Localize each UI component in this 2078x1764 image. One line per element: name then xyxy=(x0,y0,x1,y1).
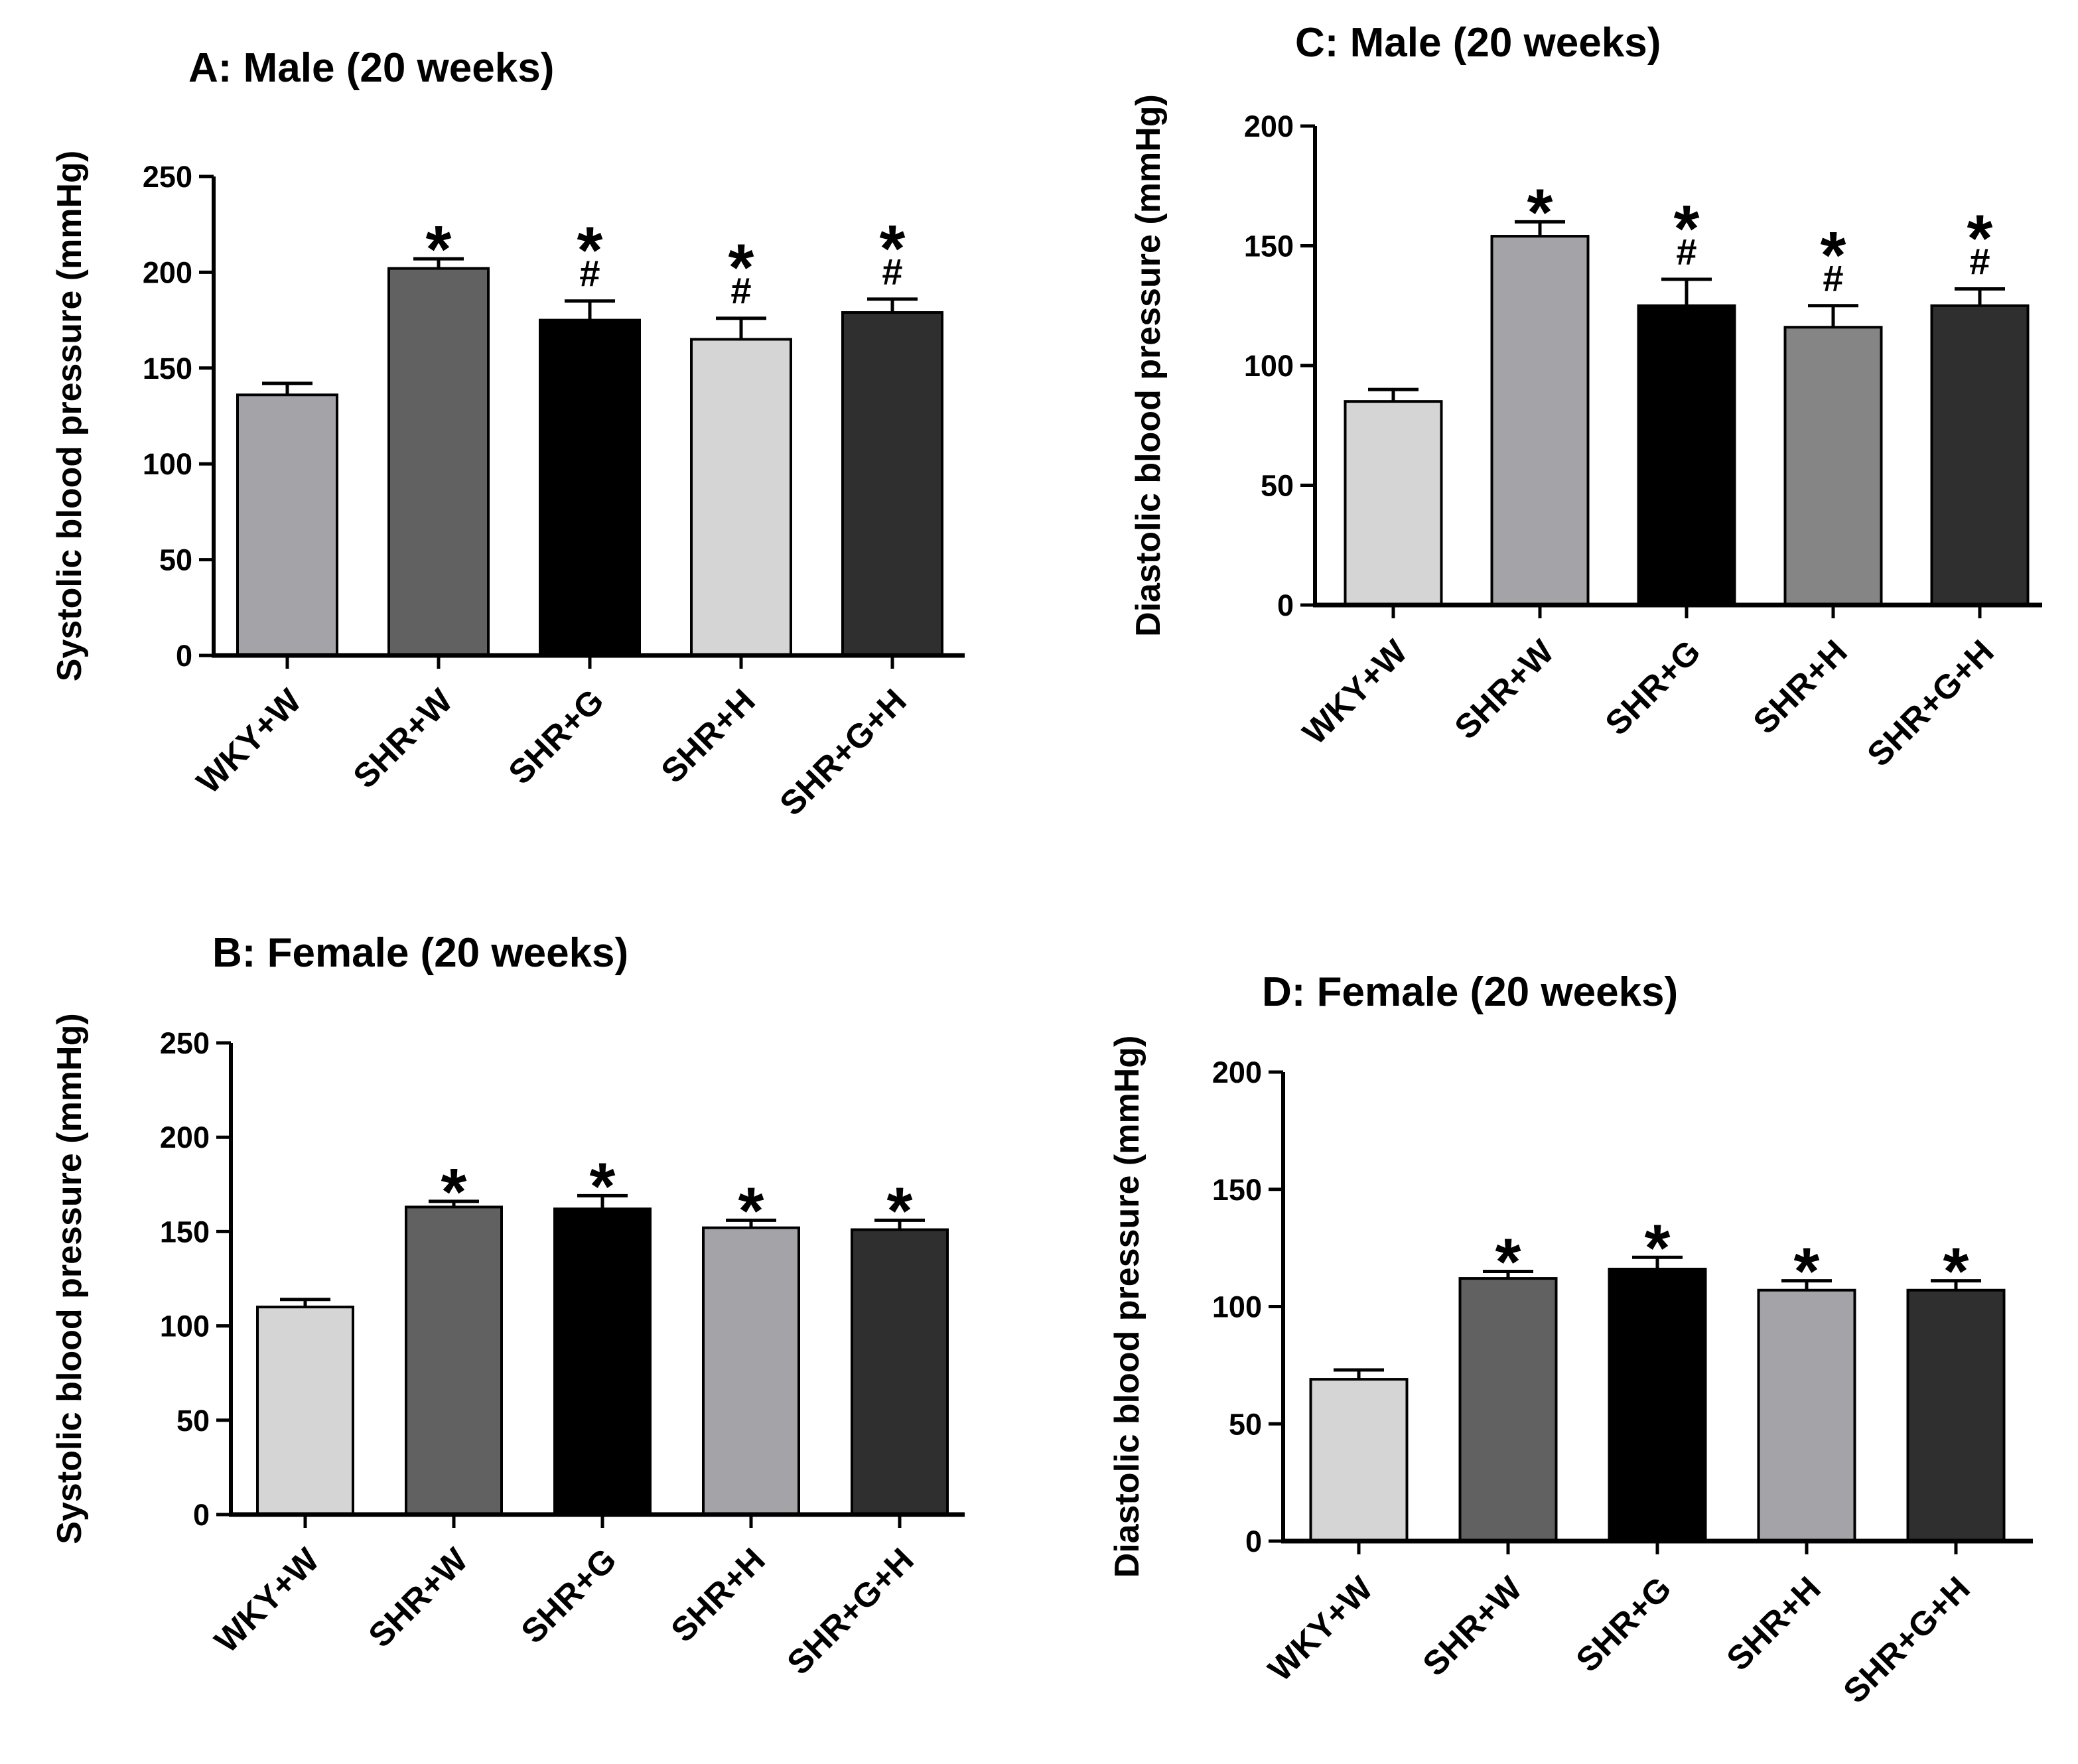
significance-star: * xyxy=(590,1149,616,1223)
y-tick-label: 50 xyxy=(1229,1407,1262,1441)
y-tick-label: 150 xyxy=(1212,1173,1262,1207)
significance-hash: # xyxy=(1823,257,1843,299)
chart-panel-3: D: Female (20 weeks) Diastolic blood pres… xyxy=(1108,969,2033,1710)
y-axis-label: Diastolic blood pressure (mmHg) xyxy=(1108,1036,1146,1578)
x-tick-label: SHR+G xyxy=(501,681,611,791)
significance-hash: # xyxy=(882,251,902,293)
bar xyxy=(1757,1288,1856,1542)
x-tick-label: SHR+H xyxy=(663,1540,772,1649)
chart-title: A: Male (20 weeks) xyxy=(188,45,554,91)
bar xyxy=(236,393,338,657)
significance-star: * xyxy=(728,231,754,305)
y-tick-label: 0 xyxy=(193,1498,210,1532)
significance-star: * xyxy=(1794,1235,1820,1309)
y-tick-label: 250 xyxy=(160,1026,210,1060)
y-tick-label: 200 xyxy=(143,255,192,289)
significance-hash: # xyxy=(1676,231,1697,273)
bar xyxy=(851,1228,949,1517)
significance-star: * xyxy=(880,212,906,286)
significance-hash: # xyxy=(1969,240,1990,282)
significance-star: * xyxy=(1527,175,1553,249)
bar xyxy=(1490,235,1590,606)
significance-hash: # xyxy=(730,270,751,312)
bar xyxy=(256,1306,354,1517)
y-axis-label: Systolic blood pressure (mmHg) xyxy=(50,151,89,681)
bar xyxy=(1458,1277,1558,1542)
y-tick-label: 50 xyxy=(176,1404,210,1438)
y-tick-label: 100 xyxy=(1244,349,1294,383)
y-tick-label: 150 xyxy=(143,352,192,385)
significance-star: * xyxy=(1674,192,1700,266)
significance-star: * xyxy=(738,1174,764,1248)
y-tick-label: 100 xyxy=(160,1310,210,1343)
y-tick-label: 200 xyxy=(160,1120,210,1154)
y-tick-label: 100 xyxy=(143,447,192,481)
x-tick-label: SHR+W xyxy=(346,681,460,795)
y-tick-label: 0 xyxy=(1245,1525,1262,1558)
x-tick-label: SHR+W xyxy=(361,1540,475,1655)
bar xyxy=(702,1226,800,1517)
chart-title: B: Female (20 weeks) xyxy=(212,930,628,976)
bar xyxy=(1608,1267,1707,1542)
significance-star: * xyxy=(1645,1211,1671,1285)
y-tick-label: 0 xyxy=(1277,588,1294,622)
x-tick-label: SHR+H xyxy=(1719,1569,1828,1678)
y-tick-label: 200 xyxy=(1244,109,1294,143)
bar xyxy=(1783,326,1883,606)
bar xyxy=(405,1205,503,1516)
significance-star: * xyxy=(1495,1225,1521,1299)
x-tick-label: SHR+G+H xyxy=(780,1540,921,1682)
significance-star: * xyxy=(887,1174,913,1248)
x-tick-label: SHR+G+H xyxy=(1836,1569,1977,1710)
x-tick-label: SHR+G xyxy=(514,1540,624,1651)
y-tick-label: 0 xyxy=(176,639,192,673)
bar xyxy=(387,267,490,657)
x-tick-label: WKY+W xyxy=(189,681,309,801)
significance-hash: # xyxy=(579,253,600,295)
y-axis-label: Diastolic blood pressure (mmHg) xyxy=(1129,94,1168,637)
bar xyxy=(1930,304,2030,606)
bar xyxy=(841,311,943,657)
significance-star: * xyxy=(441,1155,467,1229)
x-tick-label: WKY+W xyxy=(207,1540,326,1660)
bar xyxy=(1906,1288,2006,1542)
significance-star: * xyxy=(1967,201,1993,275)
x-tick-label: SHR+W xyxy=(1415,1569,1529,1683)
significance-star: * xyxy=(426,212,452,287)
chart-title: C: Male (20 weeks) xyxy=(1295,20,1661,66)
bar xyxy=(1309,1378,1409,1542)
chart-panel-2: C: Male (20 weeks) Diastolic blood pressu… xyxy=(1129,20,2042,774)
x-tick-label: SHR+W xyxy=(1447,632,1561,746)
x-tick-label: SHR+H xyxy=(1746,632,1854,741)
bar xyxy=(553,1207,652,1516)
y-tick-label: 200 xyxy=(1212,1055,1262,1089)
x-tick-label: WKY+W xyxy=(1295,632,1415,752)
x-tick-label: SHR+H xyxy=(654,681,762,790)
x-tick-label: SHR+G xyxy=(1568,1569,1679,1679)
bar xyxy=(1637,304,1736,606)
y-tick-label: 250 xyxy=(143,160,192,194)
x-tick-label: WKY+W xyxy=(1261,1569,1380,1688)
chart-panel-0: A: Male (20 weeks) Systolic blood pressur… xyxy=(50,45,965,823)
chart-title: D: Female (20 weeks) xyxy=(1262,969,1678,1015)
bar xyxy=(1344,400,1443,607)
x-tick-label: SHR+G xyxy=(1598,632,1708,742)
x-tick-label: SHR+G+H xyxy=(772,681,914,823)
x-tick-label: SHR+G+H xyxy=(1860,632,2001,774)
bar xyxy=(539,318,641,657)
y-tick-label: 150 xyxy=(1244,230,1294,263)
y-axis-label: Systolic blood pressure (mmHg) xyxy=(50,1013,89,1544)
significance-star: * xyxy=(1943,1235,1969,1309)
significance-star: * xyxy=(577,214,603,288)
y-tick-label: 100 xyxy=(1212,1290,1262,1324)
bar xyxy=(690,338,792,657)
y-tick-label: 50 xyxy=(159,543,192,577)
y-tick-label: 50 xyxy=(1261,469,1294,503)
chart-panel-1: B: Female (20 weeks) Systolic blood press… xyxy=(50,930,965,1682)
significance-star: * xyxy=(1821,218,1846,293)
y-tick-label: 150 xyxy=(160,1215,210,1249)
